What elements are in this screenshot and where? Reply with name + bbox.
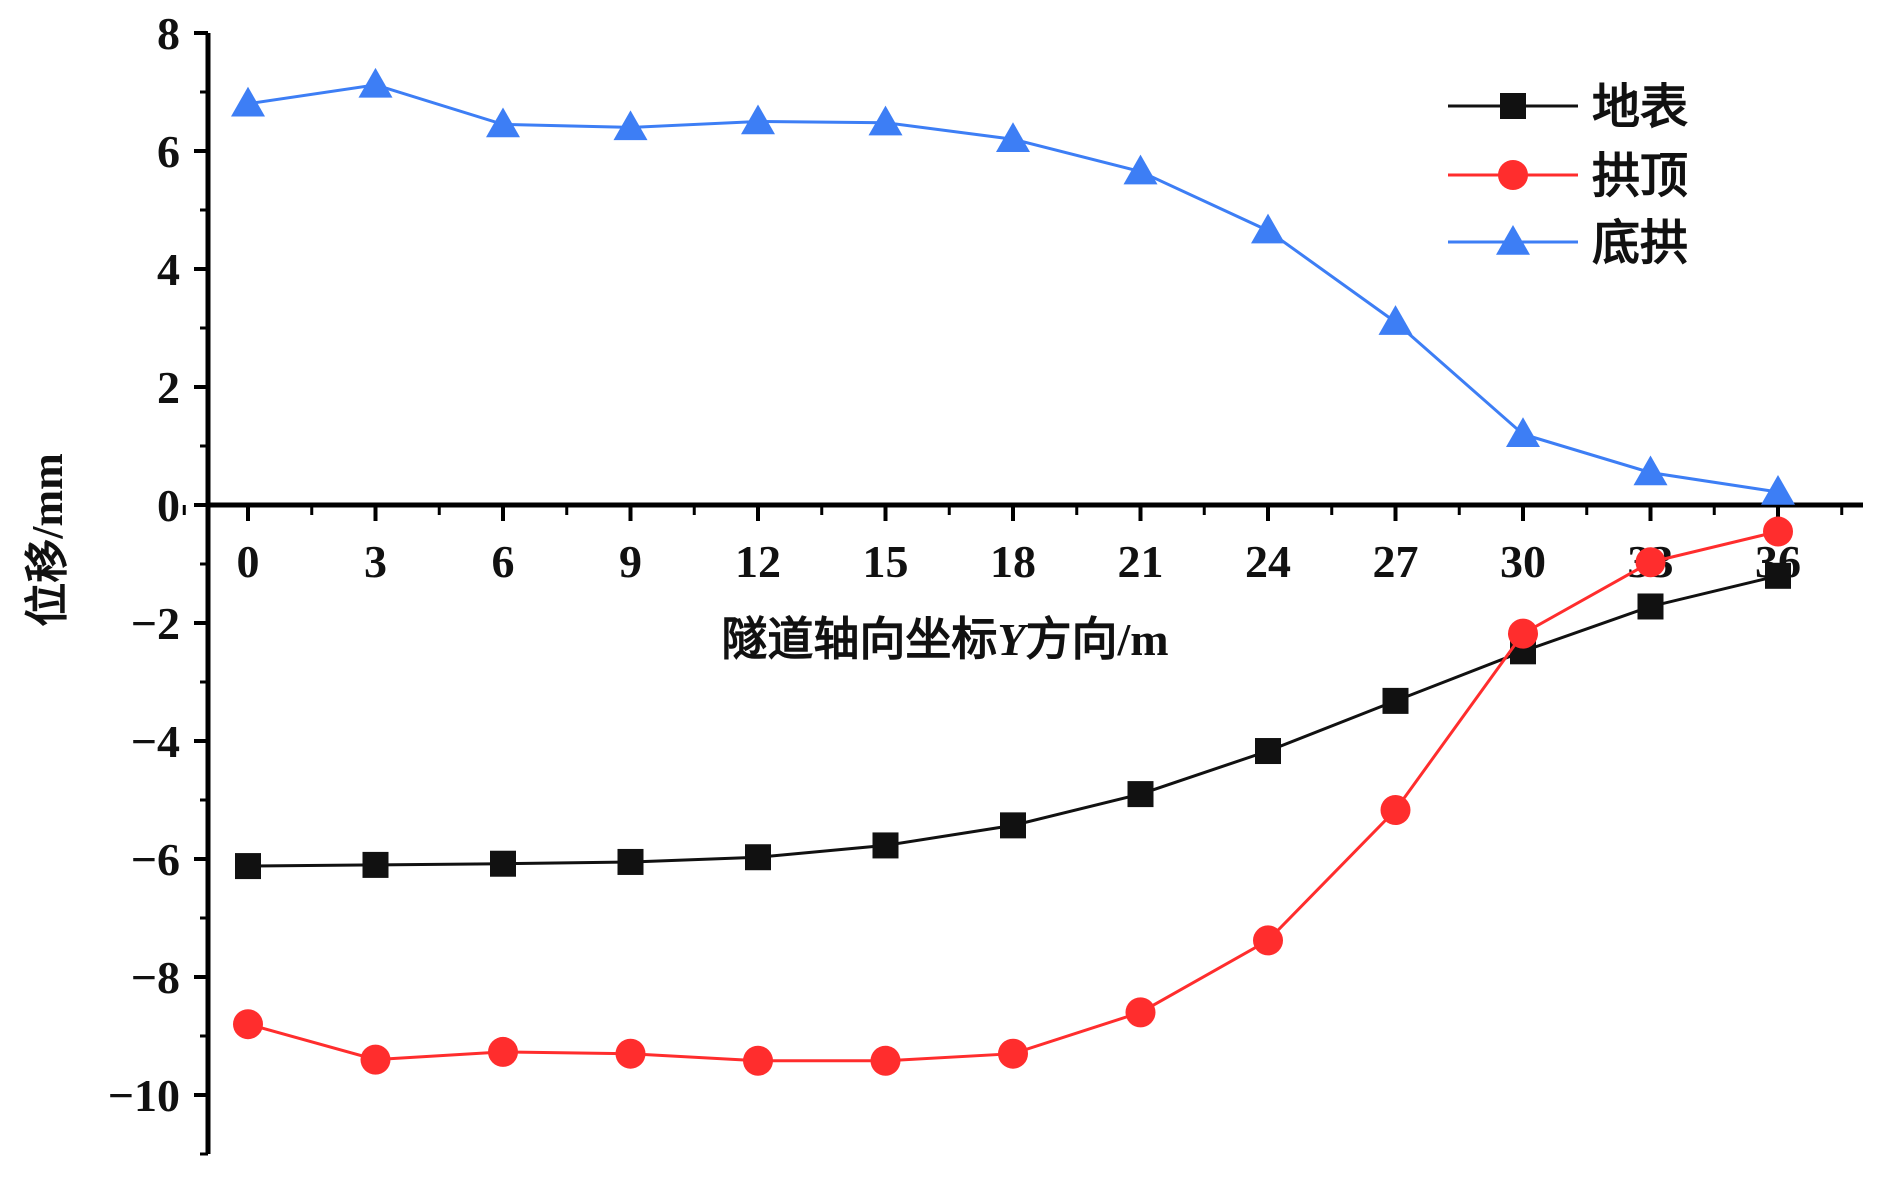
legend-label: 拱顶 [1592, 150, 1688, 203]
circle-marker [360, 1044, 391, 1075]
square-marker [745, 844, 771, 871]
circle-marker [743, 1045, 773, 1076]
square-marker [1255, 738, 1281, 765]
triangle-marker [996, 122, 1030, 152]
circle-marker [1763, 516, 1793, 547]
y-tick-label: −8 [131, 952, 180, 1003]
y-tick-label: 2 [157, 362, 180, 413]
circle-marker [615, 1038, 646, 1069]
triangle-marker [613, 110, 648, 141]
series-line [247, 530, 1779, 1063]
triangle-marker [1123, 154, 1158, 185]
triangle-marker [741, 104, 775, 135]
circle-marker [870, 1045, 901, 1076]
circle-marker [1635, 547, 1666, 578]
circle-marker [1498, 160, 1528, 190]
square-marker [490, 850, 516, 877]
square-marker [1127, 781, 1154, 808]
square-marker [362, 851, 389, 878]
y-tick-label: 8 [157, 8, 180, 59]
x-axis-label-suffix: 方向/m [1026, 614, 1169, 665]
y-tick-label: −10 [108, 1070, 180, 1121]
x-tick-label: 0 [237, 536, 260, 587]
x-tick-label: 3 [364, 536, 387, 587]
triangle-marker [358, 67, 393, 98]
y-tick-label: 0 [157, 480, 180, 531]
triangle-marker [1633, 455, 1668, 486]
x-tick-label: 6 [492, 536, 515, 587]
square-marker [1765, 562, 1791, 589]
x-tick-label: 15 [863, 536, 909, 587]
series-layer [231, 67, 1795, 1076]
y-tick-label: −2 [131, 598, 180, 649]
triangle-marker [1251, 213, 1285, 244]
legend-label: 底拱 [1592, 217, 1688, 270]
x-axis-label: 隧道轴向坐标Y方向/m [721, 614, 1168, 665]
triangle-marker [1378, 305, 1413, 335]
square-marker [1500, 93, 1526, 119]
triangle-marker [231, 86, 265, 117]
y-tick-label: 4 [157, 244, 180, 295]
circle-marker [233, 1009, 263, 1040]
x-tick-label: 21 [1118, 536, 1164, 587]
circle-marker [1508, 618, 1538, 649]
legend-label: 地表 [1592, 81, 1688, 134]
square-marker [1637, 593, 1664, 620]
square-marker [617, 848, 644, 875]
triangle-marker [486, 107, 520, 138]
circle-marker [1125, 997, 1156, 1028]
circle-marker [998, 1038, 1028, 1069]
circle-marker [488, 1036, 518, 1067]
y-tick-label: 6 [157, 126, 180, 177]
square-marker [1000, 812, 1026, 839]
series-1 [235, 562, 1791, 880]
square-marker [872, 832, 899, 859]
y-axis-label: 位移/mm [23, 453, 72, 627]
triangle-marker [1506, 417, 1540, 447]
triangle-marker [1761, 475, 1795, 505]
series-3 [231, 67, 1795, 505]
x-axis-label-prefix: 隧道轴向坐标 [721, 614, 997, 665]
x-tick-label: 27 [1373, 536, 1419, 587]
square-marker [235, 853, 261, 880]
x-tick-label: 12 [735, 536, 781, 587]
x-tick-label: 30 [1500, 536, 1546, 587]
x-tick-label: 24 [1245, 536, 1291, 587]
circle-marker [1380, 795, 1411, 826]
circle-marker [1253, 925, 1283, 956]
y-tick-label: −4 [131, 716, 180, 767]
triangle-marker [1496, 225, 1530, 255]
x-axis-label-variable: Y [997, 614, 1029, 665]
y-tick-label: −6 [131, 834, 180, 885]
x-tick-label: 9 [619, 536, 642, 587]
square-marker [1382, 687, 1409, 714]
x-tick-label: 18 [990, 536, 1036, 587]
series-2 [233, 516, 1793, 1076]
triangle-marker [868, 105, 903, 136]
